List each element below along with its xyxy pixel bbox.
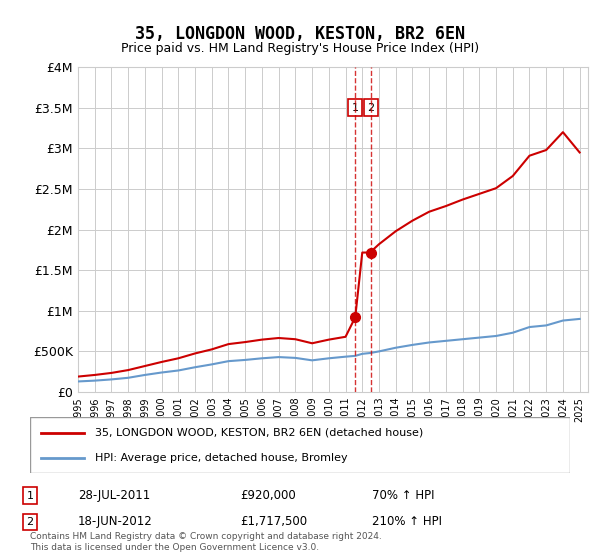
Text: 1: 1 <box>26 491 34 501</box>
Text: HPI: Average price, detached house, Bromley: HPI: Average price, detached house, Brom… <box>95 452 347 463</box>
Text: 1: 1 <box>352 103 359 113</box>
Text: 28-JUL-2011: 28-JUL-2011 <box>78 489 150 502</box>
Text: £1,717,500: £1,717,500 <box>240 515 307 529</box>
Text: 2: 2 <box>26 517 34 527</box>
FancyBboxPatch shape <box>30 417 570 473</box>
Text: Price paid vs. HM Land Registry's House Price Index (HPI): Price paid vs. HM Land Registry's House … <box>121 42 479 55</box>
Text: 35, LONGDON WOOD, KESTON, BR2 6EN (detached house): 35, LONGDON WOOD, KESTON, BR2 6EN (detac… <box>95 428 423 438</box>
Text: £920,000: £920,000 <box>240 489 296 502</box>
Text: 70% ↑ HPI: 70% ↑ HPI <box>372 489 434 502</box>
Text: 35, LONGDON WOOD, KESTON, BR2 6EN: 35, LONGDON WOOD, KESTON, BR2 6EN <box>135 25 465 43</box>
Text: Contains HM Land Registry data © Crown copyright and database right 2024.
This d: Contains HM Land Registry data © Crown c… <box>30 532 382 552</box>
Text: 210% ↑ HPI: 210% ↑ HPI <box>372 515 442 529</box>
Text: 18-JUN-2012: 18-JUN-2012 <box>78 515 153 529</box>
Text: 2: 2 <box>367 103 374 113</box>
